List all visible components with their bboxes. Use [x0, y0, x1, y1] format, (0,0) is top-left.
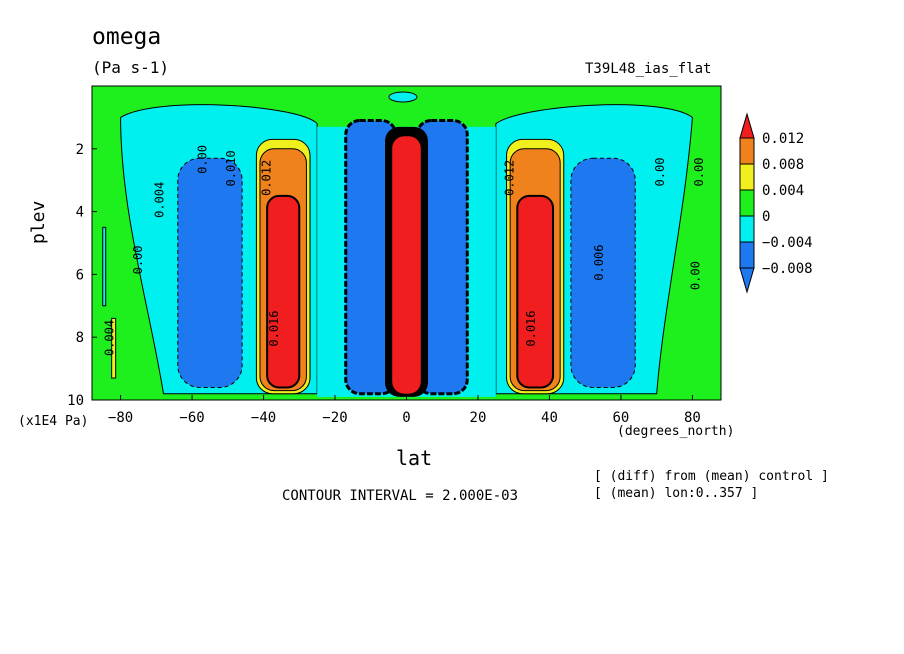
- legend-swatch: [739, 189, 755, 217]
- run-name: T39L48_ias_flat: [585, 61, 712, 77]
- y-axis-label: plev: [28, 200, 49, 244]
- y-tick-label: 10: [67, 393, 84, 409]
- x-tick-label: 80: [684, 410, 701, 426]
- contour-interval: CONTOUR INTERVAL = 2.000E-03: [282, 488, 519, 504]
- cyan-top-blob: [388, 91, 418, 103]
- x-tick-label: 0: [402, 410, 410, 426]
- x-axis-label: lat: [396, 446, 433, 470]
- x-tick-label: 40: [541, 410, 558, 426]
- red-core: [392, 136, 421, 394]
- contour-label: 0.006: [592, 245, 606, 281]
- legend-label: −0.004: [762, 235, 813, 251]
- contour-label: 0.00: [689, 261, 703, 290]
- x-axis: −80 −60 −40 −20 0 20 40 60 80: [108, 395, 701, 426]
- blue-region-mid-1: [570, 157, 636, 388]
- contour-label: 0.004: [102, 320, 116, 356]
- legend-label: 0.012: [762, 131, 804, 147]
- blue-region-mid-0: [177, 157, 243, 388]
- contour-label: 0.004: [152, 182, 166, 218]
- legend-swatch: [739, 163, 755, 191]
- legend-bottom-arrow: [739, 267, 755, 294]
- x-tick-label: −20: [322, 410, 347, 426]
- legend-swatch: [739, 241, 755, 269]
- blue-band-central-0: [344, 119, 398, 396]
- x-tick-label: −80: [108, 410, 133, 426]
- legend-top-arrow: [739, 112, 755, 139]
- x-tick-label: −40: [251, 410, 276, 426]
- legend-swatch: [739, 215, 755, 243]
- yellow-sliver: [111, 317, 117, 379]
- legend-swatch: [739, 137, 755, 165]
- contour-label: 0.00: [692, 158, 706, 187]
- chart-title: omega: [92, 24, 162, 50]
- y-tick-label: 4: [76, 205, 84, 221]
- x-tick-label: −60: [179, 410, 204, 426]
- red-band-1: [516, 194, 555, 389]
- legend-label: 0.008: [762, 157, 804, 173]
- diff-note: [ (diff) from (mean) control ]: [594, 469, 829, 484]
- color-legend: 0.012 0.008 0.004 0 −0.004 −0.008: [739, 112, 813, 294]
- chart-units: (Pa s-1): [92, 58, 170, 77]
- contour-label: 0.010: [224, 150, 238, 186]
- legend-label: 0: [762, 209, 770, 225]
- y-tick-label: 6: [76, 267, 84, 283]
- contour-label: 0.016: [267, 310, 281, 346]
- y-axis: 2 4 6 8 10: [67, 142, 97, 409]
- contour-label: 0.012: [503, 160, 517, 196]
- contour-label: 0.00: [131, 245, 145, 274]
- x-tick-label: 20: [470, 410, 487, 426]
- contour-label: 0.012: [260, 160, 274, 196]
- contour-label: 0.00: [653, 158, 667, 187]
- y-tick-label: 8: [76, 330, 84, 346]
- red-band-0: [266, 194, 301, 389]
- contour-label: 0.016: [524, 310, 538, 346]
- x-tick-label: 60: [613, 410, 630, 426]
- plot-area: 0.004 0.004 0.00 0.00 0.010 0.012 0.016 0.016 0.…: [92, 86, 721, 400]
- y-axis-unit: (x1E4 Pa): [18, 414, 89, 429]
- y-tick-label: 2: [76, 142, 84, 158]
- cyan-sliver: [102, 226, 107, 307]
- x-axis-unit: (degrees_north): [617, 424, 735, 439]
- contour-label: 0.00: [195, 145, 209, 174]
- legend-label: 0.004: [762, 183, 804, 199]
- mean-note: [ (mean) lon:0..357 ]: [594, 486, 759, 501]
- legend-label: −0.008: [762, 261, 813, 277]
